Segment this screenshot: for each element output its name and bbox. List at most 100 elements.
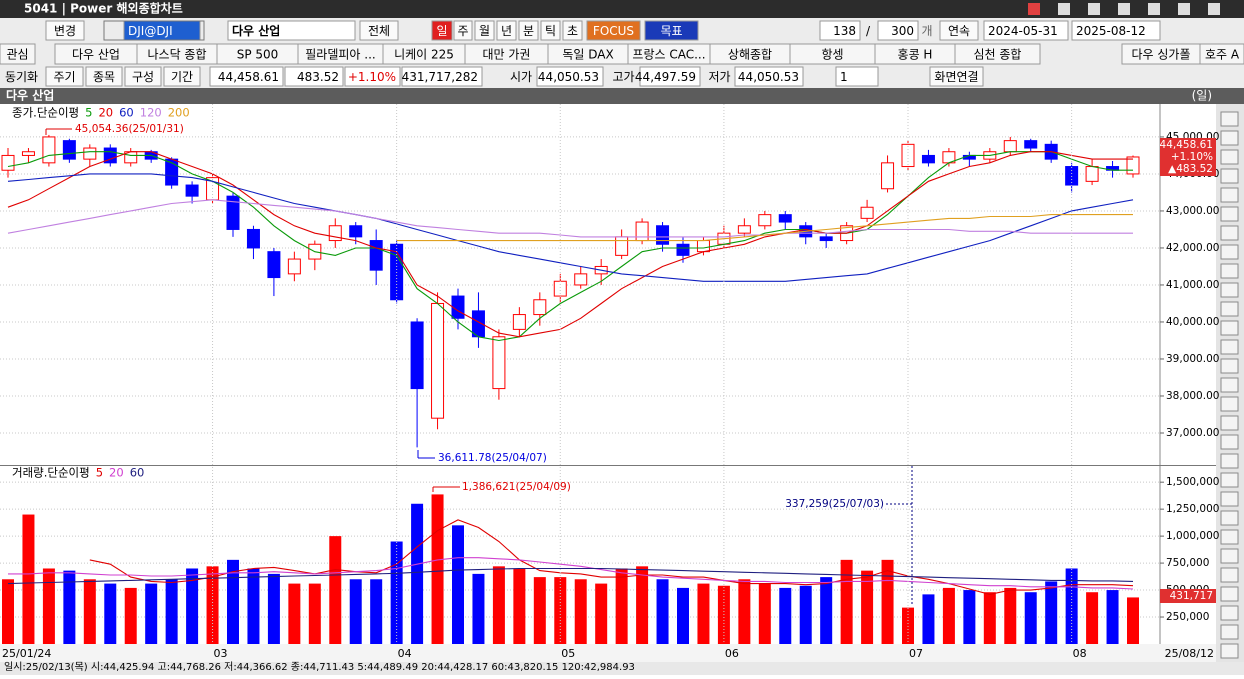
tool-icon[interactable]: [1220, 282, 1239, 298]
button[interactable]: [496, 20, 517, 41]
annotation: 1,386,621(25/04/09): [462, 481, 571, 493]
tool-icon[interactable]: [1220, 320, 1239, 336]
tab: 항셍: [821, 48, 843, 62]
tab[interactable]: [1199, 43, 1244, 65]
volume-bar: [758, 583, 771, 644]
candle-body: [185, 184, 199, 197]
window-icon[interactable]: [1028, 3, 1040, 15]
tool-icon[interactable]: [1220, 586, 1239, 602]
button[interactable]: [540, 20, 561, 41]
volume-bar: [390, 541, 403, 644]
tool-icon[interactable]: [1220, 111, 1239, 127]
tool-icon[interactable]: [1220, 567, 1239, 583]
candle-body: [431, 302, 445, 419]
window-icon[interactable]: [1088, 3, 1100, 15]
volume-bar: [922, 594, 935, 644]
button[interactable]: [359, 20, 399, 41]
tool-icon[interactable]: [1220, 339, 1239, 355]
volume-bar: [983, 592, 996, 644]
tool-icon[interactable]: [1220, 263, 1239, 279]
tab: 호주 A: [1205, 48, 1240, 62]
button[interactable]: [344, 66, 401, 87]
legend-label: 종가.단순이평: [12, 106, 79, 120]
button[interactable]: [124, 66, 162, 87]
button[interactable]: [536, 66, 604, 87]
tool-icon[interactable]: [1220, 643, 1239, 659]
window-icon[interactable]: [1208, 3, 1220, 15]
button[interactable]: [45, 20, 85, 41]
window-icon[interactable]: [1178, 3, 1190, 15]
button[interactable]: [401, 66, 483, 87]
button[interactable]: [586, 20, 641, 41]
candle-body: [226, 195, 240, 230]
tool-icon[interactable]: [1220, 529, 1239, 545]
tool-icon[interactable]: [1220, 453, 1239, 469]
window-icon[interactable]: [1058, 3, 1070, 15]
y-tick-label: 750,000: [1166, 557, 1209, 569]
tool-icon[interactable]: [1220, 244, 1239, 260]
button[interactable]: [209, 66, 284, 87]
candle-body: [287, 258, 301, 275]
button-label: FOCUS: [593, 24, 634, 38]
tool-icon[interactable]: [1220, 624, 1239, 640]
button[interactable]: [227, 20, 356, 41]
price-plot: [0, 134, 1160, 448]
tool-icon[interactable]: [1220, 301, 1239, 317]
tool-icon[interactable]: [1220, 225, 1239, 241]
button[interactable]: [1071, 20, 1161, 41]
button[interactable]: [474, 20, 495, 41]
button[interactable]: [518, 20, 539, 41]
candle-body: [676, 243, 690, 256]
button[interactable]: [983, 20, 1069, 41]
candle-body: [778, 214, 792, 223]
button[interactable]: [929, 66, 984, 87]
button[interactable]: [45, 66, 84, 87]
button[interactable]: [163, 66, 201, 87]
tool-icon[interactable]: [1220, 415, 1239, 431]
button-label: 다우 산업: [232, 23, 280, 38]
tool-icon[interactable]: [1220, 491, 1239, 507]
button[interactable]: [284, 66, 344, 87]
tab[interactable]: [0, 43, 36, 65]
tool-icon[interactable]: [1220, 396, 1239, 412]
tool-icon[interactable]: [1220, 434, 1239, 450]
button[interactable]: [644, 20, 699, 41]
tool-icon[interactable]: [1220, 548, 1239, 564]
tool-icon[interactable]: [1220, 130, 1239, 146]
button[interactable]: [431, 20, 453, 41]
button[interactable]: [939, 20, 979, 41]
candle-body: [533, 299, 547, 316]
button[interactable]: [562, 20, 583, 41]
button[interactable]: [85, 66, 123, 87]
legend-entry: 60: [119, 106, 134, 120]
candle-body: [246, 228, 260, 249]
tool-icon[interactable]: [1220, 510, 1239, 526]
tool-icon[interactable]: [1220, 472, 1239, 488]
tool-icon[interactable]: [1220, 149, 1239, 165]
button[interactable]: [819, 20, 861, 41]
volume-bar: [820, 577, 833, 644]
period-label: (일): [1192, 89, 1212, 103]
button[interactable]: [835, 66, 879, 87]
candle-body: [819, 236, 833, 242]
button[interactable]: [877, 20, 919, 41]
volume-bar: [431, 494, 444, 644]
tool-icon[interactable]: [1220, 187, 1239, 203]
last-volume-box: [1160, 589, 1216, 603]
window-icon[interactable]: [1148, 3, 1160, 15]
button[interactable]: [453, 20, 473, 41]
button[interactable]: [734, 66, 804, 87]
button[interactable]: [639, 66, 701, 87]
tool-icon[interactable]: [1220, 377, 1239, 393]
candle-body: [410, 321, 424, 390]
legend-entry: 120: [140, 106, 162, 120]
x-tick-label: 03: [214, 647, 228, 660]
tool-icon[interactable]: [1220, 605, 1239, 621]
tool-icon[interactable]: [1220, 168, 1239, 184]
window-icon[interactable]: [1118, 3, 1130, 15]
volume-bar: [452, 525, 464, 644]
tab[interactable]: [954, 43, 1041, 65]
tool-icon[interactable]: [1220, 206, 1239, 222]
tool-icon[interactable]: [1220, 358, 1239, 374]
y-tick-label: 43,000.00: [1166, 205, 1219, 217]
